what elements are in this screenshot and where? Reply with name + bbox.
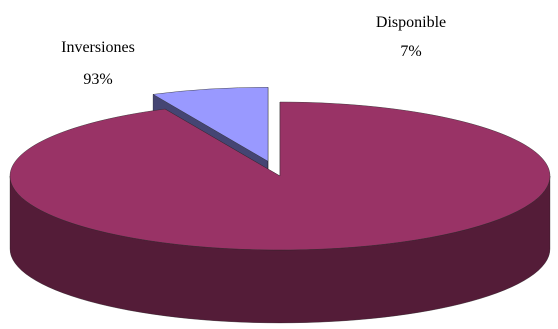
slice-disponible <box>152 87 269 162</box>
slice-percent-inversiones: 93% <box>83 71 112 88</box>
slice-top-disponible <box>152 87 269 162</box>
slice-label-inversiones: Inversiones <box>61 39 135 56</box>
slice-percent-disponible: 7% <box>400 43 421 60</box>
slice-top-inversiones <box>9 101 551 251</box>
labels-layer: Inversiones 93% Disponible 7% <box>61 14 446 88</box>
slice-label-disponible: Disponible <box>376 14 446 31</box>
slice-inversiones <box>9 101 551 251</box>
slices-layer <box>9 87 551 324</box>
